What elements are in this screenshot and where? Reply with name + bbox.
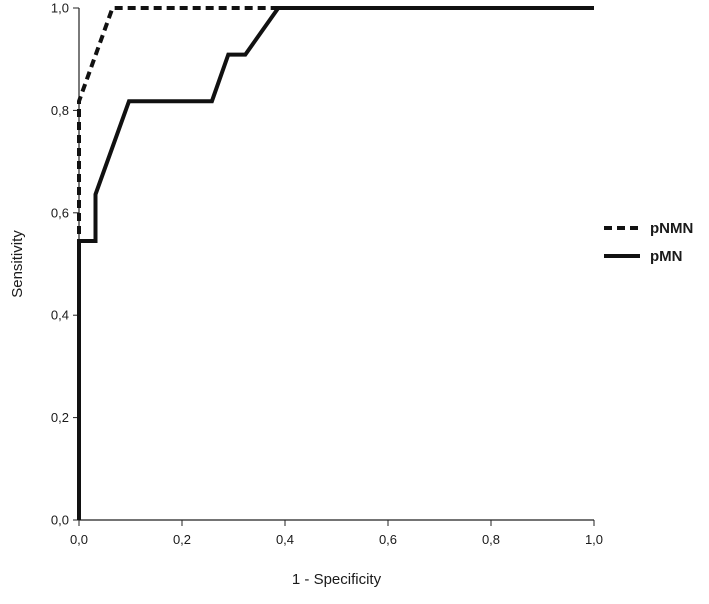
legend-label-pnmn: pNMN (650, 220, 693, 237)
x-tick-label: 0,6 (379, 532, 397, 547)
series-line-pmn (77, 6, 594, 520)
y-axis-ticks: 0,0 0,2 0,4 0,6 0,8 1,0 (51, 1, 79, 528)
x-axis-title: 1 - Specificity (292, 571, 382, 588)
x-tick-label: 0,4 (276, 532, 294, 547)
axes (78, 8, 594, 521)
y-axis-title: Sensitivity (9, 230, 26, 298)
x-tick-label: 1,0 (585, 532, 603, 547)
legend: pNMN pMN (604, 220, 693, 265)
y-tick-label: 0,0 (51, 513, 69, 528)
legend-label-pmn: pMN (650, 248, 683, 265)
x-tick-label: 0,8 (482, 532, 500, 547)
series-line-pnmn (77, 6, 594, 520)
y-tick-label: 0,2 (51, 410, 69, 425)
y-tick-label: 0,4 (51, 308, 69, 323)
x-tick-label: 0,0 (70, 532, 88, 547)
y-tick-label: 0,6 (51, 205, 69, 220)
series-layer (77, 6, 594, 520)
y-tick-label: 1,0 (51, 1, 69, 16)
x-tick-label: 0,2 (173, 532, 191, 547)
y-tick-label: 0,8 (51, 103, 69, 118)
x-axis-ticks: 0,0 0,2 0,4 0,6 0,8 1,0 (70, 520, 603, 547)
